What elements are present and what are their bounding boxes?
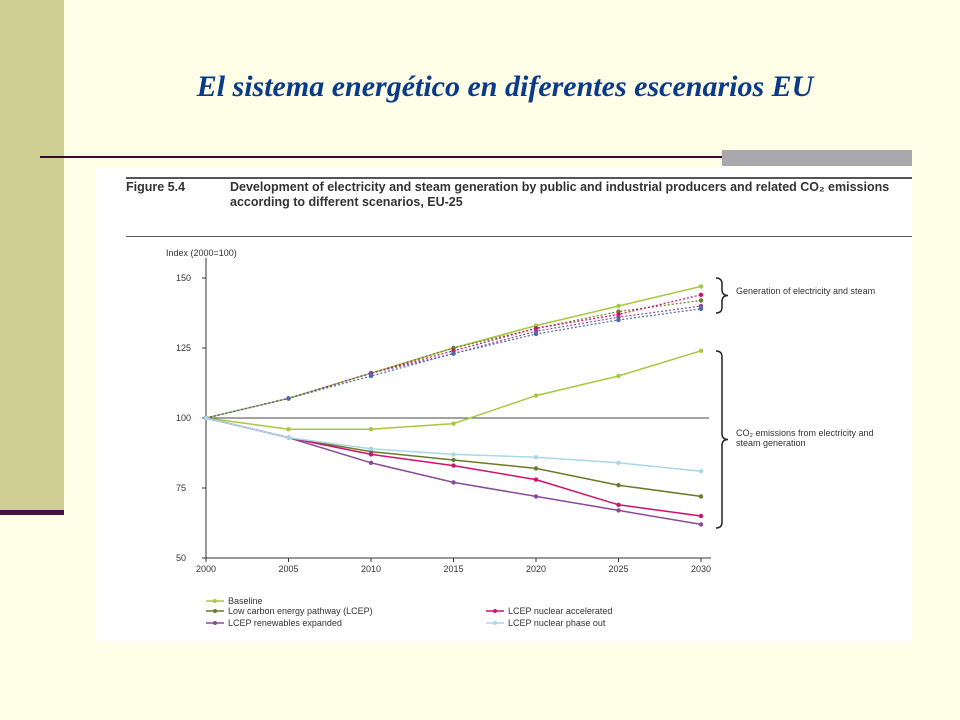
series-line-emissions-9 [205, 417, 702, 472]
data-point-generation-2 [698, 292, 704, 297]
data-point-emissions-5 [451, 421, 456, 426]
data-point-emissions-5 [286, 427, 291, 432]
data-point-generation-4 [286, 396, 291, 401]
legend-label: Baseline [228, 596, 263, 606]
legend-label: LCEP nuclear accelerated [508, 606, 612, 616]
data-point-generation-4 [616, 317, 621, 323]
legend-marker [213, 609, 217, 613]
data-point-emissions-8 [451, 480, 456, 485]
data-point-emissions-5 [616, 373, 621, 379]
data-point-generation-0 [698, 284, 704, 289]
x-tick-label: 2010 [361, 564, 381, 574]
left-band-underline [0, 510, 64, 515]
brace-generation [715, 277, 729, 314]
line-chart: Index (2000=100) 50 75 100 125 150 2000 2005 201… [166, 248, 729, 628]
data-point-generation-4 [533, 331, 539, 337]
x-tick-label: 2030 [691, 564, 711, 574]
series-line-generation-2 [205, 294, 702, 419]
data-point-emissions-7 [533, 477, 539, 482]
data-point-emissions-8 [698, 522, 704, 527]
y-tick-label: 150 [176, 273, 191, 283]
slide-title: El sistema energético en diferentes esce… [196, 70, 814, 103]
series-line-generation-3 [205, 305, 702, 419]
brace-emissions [715, 350, 729, 529]
legend-label: LCEP nuclear phase out [508, 618, 606, 628]
series-line-emissions-5 [205, 350, 702, 430]
x-tick-label: 2000 [196, 564, 216, 574]
data-point-emissions-6 [698, 494, 704, 499]
data-point-emissions-9 [368, 446, 374, 451]
data-point-generation-4 [451, 351, 456, 356]
y-tick-label: 125 [176, 343, 191, 353]
data-point-emissions-6 [616, 483, 621, 488]
y-tick-label: 50 [176, 553, 186, 563]
y-tick-label: 75 [176, 483, 186, 493]
series-line-emissions-6 [205, 417, 702, 498]
data-point-emissions-8 [533, 494, 539, 499]
data-point-emissions-9 [451, 452, 456, 457]
data-point-emissions-6 [533, 466, 539, 471]
figure-caption-label: Figure 5.4 [126, 180, 186, 194]
data-point-emissions-9 [203, 415, 209, 421]
y-tick-label: 100 [176, 413, 191, 423]
data-point-emissions-5 [368, 427, 374, 432]
figure-top-rule [126, 177, 912, 179]
x-tick-label: 2015 [444, 564, 464, 574]
data-point-emissions-8 [616, 508, 621, 513]
x-tick-label: 2020 [526, 564, 546, 574]
data-point-emissions-7 [698, 513, 704, 519]
data-point-emissions-6 [451, 457, 456, 463]
series-line-emissions-8 [205, 417, 702, 526]
data-point-emissions-5 [698, 348, 704, 353]
legend-marker [213, 621, 217, 625]
legend-label: LCEP renewables expanded [228, 618, 342, 628]
data-point-emissions-9 [533, 455, 539, 460]
data-point-emissions-7 [616, 502, 621, 507]
annotation-generation: Generation of electricity and steam [736, 286, 876, 296]
legend-marker [493, 609, 497, 613]
data-point-emissions-9 [286, 435, 291, 440]
data-point-emissions-5 [533, 393, 539, 398]
data-point-generation-0 [616, 303, 621, 309]
figure-panel: Figure 5.4 Development of electricity an… [96, 168, 912, 642]
data-point-emissions-8 [368, 460, 374, 465]
title-rule-accent [722, 150, 912, 166]
legend-label: Low carbon energy pathway (LCEP) [228, 606, 373, 616]
x-tick-label: 2005 [279, 564, 299, 574]
title-rule [40, 156, 910, 158]
y-axis-label: Index (2000=100) [166, 248, 237, 258]
data-point-generation-4 [698, 306, 704, 311]
data-point-emissions-7 [451, 463, 456, 468]
figure-caption-rule [126, 236, 912, 237]
data-point-emissions-9 [616, 460, 621, 465]
left-decorative-band [0, 0, 64, 510]
data-point-generation-1 [698, 298, 704, 303]
annotation-emissions: CO₂ emissions from electricity and steam… [736, 428, 874, 448]
data-point-generation-4 [368, 373, 374, 379]
legend-marker [493, 621, 497, 625]
data-point-emissions-7 [368, 452, 374, 457]
figure-caption-text: Development of electricity and steam gen… [230, 180, 890, 209]
x-tick-label: 2025 [609, 564, 629, 574]
legend-marker [213, 599, 217, 603]
data-point-emissions-9 [698, 469, 704, 474]
series-line-generation-4 [205, 308, 702, 419]
